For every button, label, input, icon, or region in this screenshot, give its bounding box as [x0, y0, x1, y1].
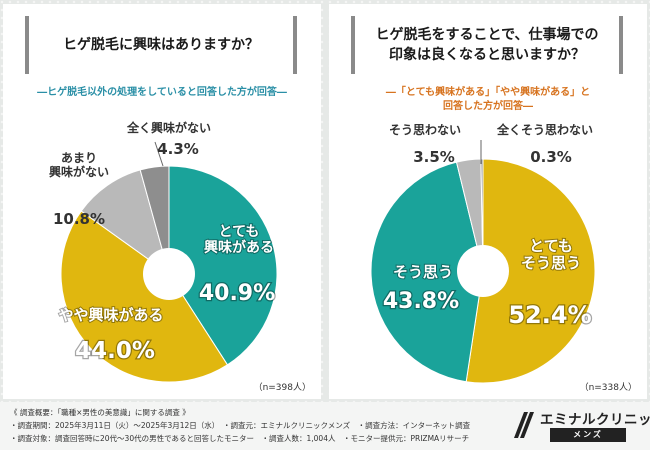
left-slice-2 [60, 210, 229, 383]
left-label-value-2: 44.0% [75, 338, 155, 364]
right-label-value-3: 3.5% [413, 148, 455, 166]
footer: 《 調査概要：「職種×男性の美意識」に関する調査 》 ・調査期間：2025年3月… [0, 402, 650, 450]
left-slice-4 [139, 165, 170, 275]
right-title-line2: 印象は良くなると思いますか？ [389, 47, 585, 63]
right-pie-chart: とてもそう思う52.4%そう思う43.8%そう思わない3.5%全くそう思わない0… [370, 122, 596, 384]
right-label-name-3-1: そう思わない [389, 123, 461, 137]
left-title-text: ヒゲ脱毛に興味はありますか？ [63, 37, 259, 53]
right-label-name-4-1: 全くそう思わない [496, 122, 593, 137]
right-question-title: ヒゲ脱毛をすることで、仕事場での 印象は良くなると思いますか？ [351, 16, 623, 74]
survey-line-title: 《 調査概要：「職種×男性の美意識」に関する調査 》 [10, 408, 190, 417]
right-label-value-4: 0.3% [530, 148, 572, 166]
left-label-name-1-1: とても [219, 224, 260, 240]
survey-overview: 《 調査概要：「職種×男性の美意識」に関する調査 》 ・調査期間：2025年3月… [10, 406, 500, 445]
right-label-name-1-1: とても [529, 237, 573, 255]
right-subnote: ―「とても興味がある」「やや興味がある」と 回答した方が回答― [329, 86, 647, 114]
left-label-value-1: 40.9% [199, 281, 275, 306]
right-slice-1 [465, 158, 596, 384]
left-label-name-3-1: あまり [61, 151, 97, 165]
left-label-value-3: 10.8% [53, 210, 105, 228]
right-subnote-line1: ―「とても興味がある」「やや興味がある」と [385, 87, 591, 98]
left-leader-line [154, 141, 164, 167]
logo-mark-icon [514, 412, 534, 438]
left-label-name-4-1: 全く興味がない [126, 120, 211, 135]
right-label-name-1-2: そう思う [521, 254, 581, 272]
survey-line-target: ・調査対象：調査回答時に20代～30代の男性であると回答したモニター ・調査人数… [10, 434, 470, 443]
right-subnote-line2: 回答した方が回答― [443, 101, 533, 112]
right-n-label: （n=338人） [579, 383, 637, 393]
right-donut-hole [457, 245, 509, 297]
left-donut-hole [143, 248, 195, 300]
left-question-title: ヒゲ脱毛に興味はありますか？ [25, 16, 297, 74]
logo-sub: メンズ [550, 428, 626, 442]
brand-logo: エミナルクリニック メンズ [510, 408, 650, 444]
logo-name: エミナルクリニック [540, 412, 650, 428]
right-label-value-1: 52.4% [508, 301, 591, 329]
left-n-label: （n=398人） [253, 383, 311, 393]
right-panel: ヒゲ脱毛をすることで、仕事場での 印象は良くなると思いますか？ ―「とても興味が… [329, 4, 647, 399]
left-label-name-3-2: 興味がない [49, 164, 109, 179]
left-panel: ヒゲ脱毛に興味はありますか？ ―ヒゲ脱毛以外の処理をしていると回答した方が回答―… [3, 4, 321, 399]
right-label-value-2: 43.8% [383, 289, 459, 314]
left-subnote: ―ヒゲ脱毛以外の処理をしていると回答した方が回答― [37, 87, 287, 98]
right-slice-2 [370, 161, 484, 383]
right-title-line1: ヒゲ脱毛をすることで、仕事場での [375, 27, 599, 43]
survey-line-period: ・調査期間：2025年3月11日（火）～2025年3月12日（水） ・調査元：エ… [10, 421, 471, 430]
left-label-value-4: 4.3% [157, 140, 199, 158]
right-label-name-2-1: そう思う [393, 263, 453, 281]
left-label-name-2-1: やや興味がある [58, 306, 163, 324]
left-label-name-1-2: 興味がある [204, 239, 274, 256]
